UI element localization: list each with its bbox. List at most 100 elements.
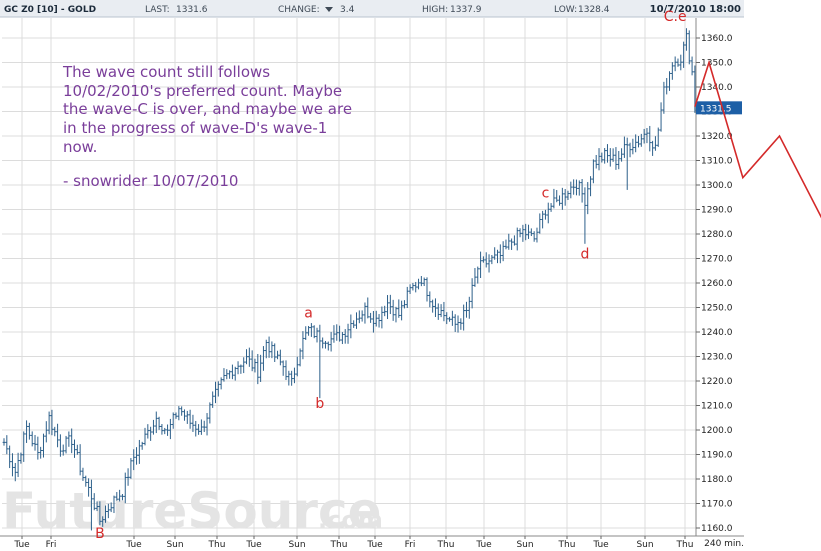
price-bar bbox=[603, 148, 607, 164]
price-bar bbox=[295, 356, 299, 377]
price-bar bbox=[177, 406, 181, 421]
price-bar bbox=[59, 434, 62, 457]
price-bar bbox=[329, 331, 333, 352]
last-label: LAST: bbox=[145, 5, 170, 15]
watermark-suffix: .com bbox=[318, 506, 383, 534]
price-bar bbox=[73, 439, 76, 458]
price-bar bbox=[428, 291, 432, 308]
price-bar bbox=[414, 281, 418, 293]
price-bar bbox=[284, 360, 288, 381]
price-bar bbox=[623, 136, 626, 158]
price-bar bbox=[682, 41, 686, 68]
price-bar bbox=[654, 136, 657, 151]
x-tick-label: Sun bbox=[516, 540, 533, 550]
y-tick-label: 1230.0 bbox=[701, 353, 733, 363]
price-bars bbox=[2, 28, 697, 531]
y-tick-label: 1290.0 bbox=[701, 206, 733, 216]
last-price-box bbox=[696, 101, 742, 115]
price-bar bbox=[140, 441, 144, 450]
price-bar bbox=[273, 343, 277, 363]
note-line-3: the wave-C is over, and maybe we are bbox=[63, 100, 352, 118]
price-bar bbox=[374, 310, 378, 327]
price-bar bbox=[690, 56, 694, 76]
price-bar bbox=[197, 424, 200, 435]
wave-label: c bbox=[542, 185, 550, 201]
price-bar bbox=[16, 452, 20, 478]
price-bar bbox=[236, 361, 240, 375]
price-bar bbox=[394, 306, 398, 323]
x-tick-label: Sun bbox=[166, 540, 183, 550]
price-bar bbox=[262, 346, 265, 371]
price-bar bbox=[546, 202, 550, 224]
grid-lines bbox=[2, 18, 696, 536]
price-bar bbox=[377, 314, 381, 328]
y-tick-label: 1210.0 bbox=[701, 402, 733, 412]
price-bar bbox=[194, 420, 198, 437]
price-bar bbox=[157, 416, 161, 430]
y-tick-label: 1220.0 bbox=[701, 377, 733, 387]
price-bar bbox=[639, 133, 643, 147]
price-bar bbox=[628, 142, 632, 158]
price-bar bbox=[281, 360, 285, 376]
price-bar bbox=[473, 268, 477, 287]
price-bar bbox=[109, 502, 113, 513]
price-bar bbox=[118, 489, 122, 502]
last-value: 1331.6 bbox=[176, 5, 208, 15]
price-bar bbox=[216, 381, 220, 397]
price-bar bbox=[408, 284, 412, 294]
price-bar bbox=[476, 266, 480, 284]
price-bar bbox=[422, 277, 426, 287]
price-bar bbox=[211, 391, 215, 408]
price-bar bbox=[349, 314, 353, 339]
price-bar bbox=[166, 424, 169, 436]
price-bar bbox=[383, 305, 387, 317]
price-bar bbox=[315, 327, 319, 343]
price-bar bbox=[419, 276, 423, 287]
x-tick-label: Fri bbox=[405, 540, 416, 550]
price-bar bbox=[180, 406, 184, 416]
price-bar bbox=[202, 420, 206, 433]
price-bar bbox=[152, 419, 155, 435]
price-bar bbox=[583, 187, 587, 244]
note-line-1: The wave count still follows bbox=[62, 63, 270, 81]
price-bar bbox=[242, 357, 246, 374]
price-bar bbox=[287, 370, 291, 386]
price-bar bbox=[137, 439, 141, 464]
price-bar bbox=[42, 433, 45, 458]
price-bar bbox=[591, 159, 595, 184]
price-bar bbox=[324, 340, 327, 349]
price-bar bbox=[214, 381, 217, 404]
wave-label: C.e bbox=[664, 9, 687, 25]
price-bar bbox=[121, 493, 124, 501]
price-bar bbox=[467, 296, 471, 319]
price-bar bbox=[589, 176, 592, 197]
price-bar bbox=[496, 249, 499, 264]
price-bar bbox=[529, 228, 533, 237]
y-tick-label: 1160.0 bbox=[701, 524, 733, 534]
price-bar bbox=[123, 472, 127, 504]
price-bar bbox=[346, 323, 350, 344]
price-bar bbox=[569, 181, 573, 199]
price-bar bbox=[56, 423, 59, 448]
price-bar bbox=[81, 467, 85, 481]
price-bar bbox=[634, 134, 638, 153]
price-bar bbox=[544, 209, 547, 220]
price-bar bbox=[448, 316, 451, 322]
price-bar bbox=[673, 56, 677, 72]
chart-title: GC Z0 [10] - GOLD bbox=[4, 5, 96, 15]
price-bar bbox=[231, 364, 234, 380]
price-bar bbox=[608, 148, 612, 167]
price-bar bbox=[572, 179, 576, 195]
price-bar bbox=[264, 339, 268, 359]
price-bar bbox=[174, 412, 178, 419]
price-bar bbox=[200, 419, 203, 435]
price-bar bbox=[594, 155, 598, 169]
price-bar bbox=[278, 349, 282, 366]
price-bar bbox=[625, 137, 629, 190]
last-price-marker: 1331.5 bbox=[696, 101, 742, 115]
price-bar bbox=[33, 434, 37, 451]
price-bar bbox=[312, 325, 316, 339]
price-bar bbox=[168, 418, 172, 440]
wave-label: a bbox=[304, 305, 313, 321]
